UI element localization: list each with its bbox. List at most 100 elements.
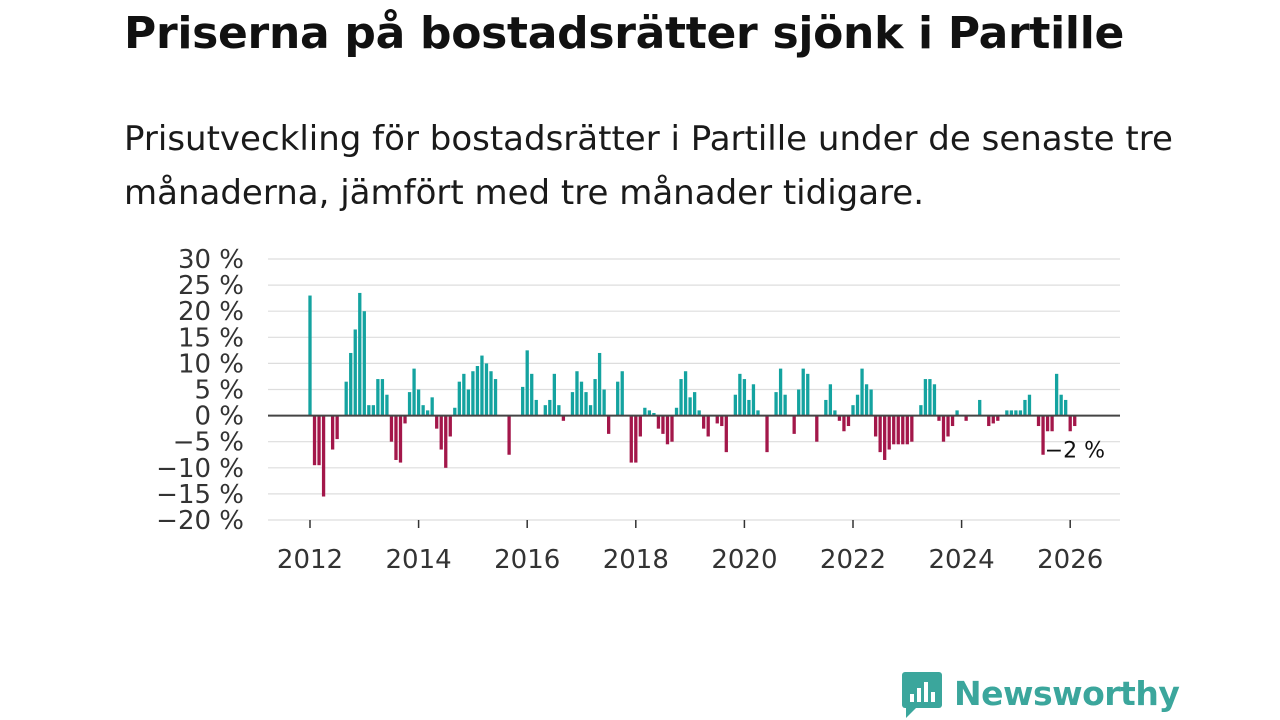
y-tick-label: 5 % [194, 376, 244, 406]
bar [426, 410, 430, 416]
bar [1023, 399, 1027, 416]
bar [720, 415, 724, 427]
bar [901, 415, 905, 445]
chart-subtitle: Prisutveckling för bostadsrätter i Parti… [124, 119, 1173, 213]
bar [873, 415, 878, 437]
annotations: −2 % [1045, 438, 1105, 463]
bar [597, 352, 602, 416]
x-tick-label: 2014 [386, 545, 452, 575]
bar [670, 415, 674, 442]
bar [525, 350, 529, 416]
bar [308, 295, 312, 416]
bar [593, 379, 597, 416]
bar [466, 389, 471, 416]
bar [312, 415, 317, 466]
bar [679, 379, 683, 416]
bar [883, 415, 887, 460]
bar [892, 415, 896, 445]
bar [842, 415, 846, 432]
bar [978, 399, 982, 416]
bar [321, 415, 326, 497]
bar [747, 399, 751, 416]
bar [607, 415, 611, 434]
bar [1041, 415, 1045, 455]
bar [462, 373, 466, 416]
bar [493, 379, 498, 416]
y-tick-label: 30 % [178, 245, 244, 275]
bar [905, 415, 909, 445]
bar [557, 405, 561, 416]
bar [521, 386, 525, 416]
bar [941, 415, 946, 442]
bar [480, 355, 484, 416]
bar [638, 415, 642, 437]
bars [308, 292, 1077, 497]
bar [430, 397, 434, 416]
bar [457, 381, 461, 416]
bar [385, 394, 389, 416]
bar [855, 394, 860, 416]
bar [864, 384, 869, 416]
bar [484, 363, 489, 416]
bar [783, 394, 787, 416]
bar [534, 399, 538, 416]
bar [1014, 410, 1018, 416]
bar [742, 379, 747, 416]
x-tick-label: 2016 [494, 545, 560, 575]
bar [552, 373, 556, 416]
bar [421, 405, 425, 416]
bar [846, 415, 851, 427]
bar [362, 311, 366, 416]
bar [792, 415, 796, 434]
x-tick-label: 2022 [820, 545, 886, 575]
x-tick-label: 2020 [711, 545, 777, 575]
bar [602, 389, 606, 416]
x-tick-label: 2026 [1037, 545, 1103, 575]
bar [774, 392, 778, 416]
bar [394, 415, 398, 460]
bar [507, 415, 511, 455]
gridlines [268, 258, 1120, 521]
bar [330, 415, 335, 450]
bar [806, 373, 810, 416]
bar [1027, 394, 1032, 416]
bar [987, 415, 991, 427]
bar [353, 329, 357, 416]
bar [548, 399, 552, 416]
x-tick-label: 2024 [929, 545, 995, 575]
bar [715, 415, 719, 424]
bar [371, 405, 375, 416]
bar [860, 368, 864, 416]
bar [896, 415, 900, 445]
bar [824, 399, 828, 416]
bar [702, 415, 706, 429]
bar [683, 371, 688, 416]
bar [919, 405, 923, 416]
bar [561, 415, 566, 421]
bar [439, 415, 443, 450]
bar [797, 389, 801, 416]
y-tick-label: 20 % [178, 297, 244, 327]
y-tick-label: 0 % [194, 402, 244, 432]
bar [815, 415, 819, 442]
bar [629, 415, 633, 463]
bar [412, 368, 416, 416]
bar [376, 379, 380, 416]
chart-title: Priserna på bostadsrätter sjönk i Partil… [124, 8, 1125, 59]
bar [828, 384, 833, 416]
bar [661, 415, 665, 434]
y-tick-label: −20 % [156, 506, 244, 536]
brand-name: Newsworthy [954, 673, 1180, 713]
bar [471, 371, 475, 416]
bar [575, 371, 579, 416]
bar [851, 405, 855, 416]
y-tick-label: −5 % [173, 428, 244, 458]
bar [1018, 410, 1023, 416]
bar [923, 379, 928, 416]
bar [448, 415, 452, 437]
bar [380, 379, 385, 416]
bar [358, 292, 362, 416]
bar [616, 381, 620, 416]
bar [887, 415, 891, 450]
